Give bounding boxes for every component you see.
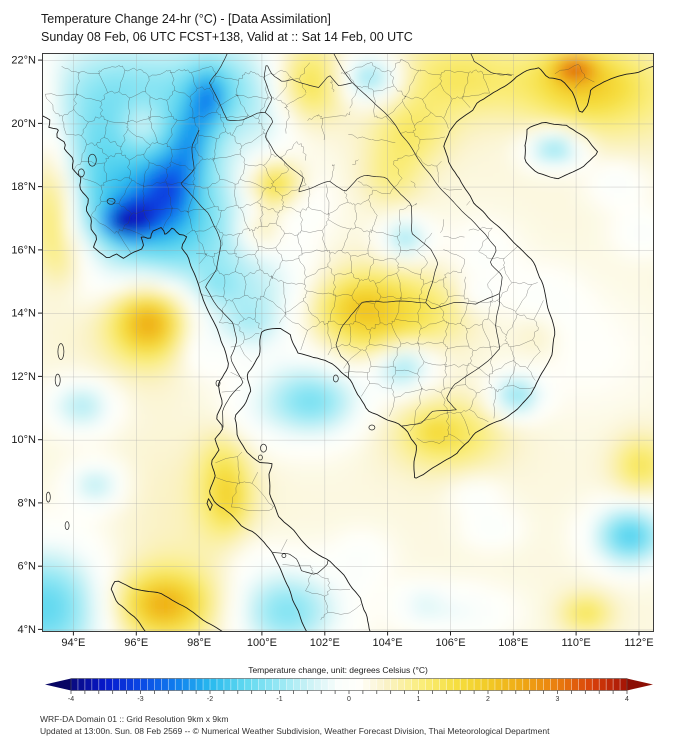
- svg-text:0: 0: [347, 696, 351, 703]
- svg-text:-3: -3: [137, 696, 143, 703]
- svg-text:22°N: 22°N: [11, 55, 36, 67]
- svg-text:6°N: 6°N: [18, 561, 37, 573]
- svg-text:10°N: 10°N: [11, 434, 36, 446]
- svg-text:106°E: 106°E: [435, 637, 465, 649]
- svg-text:94°E: 94°E: [61, 637, 85, 649]
- svg-text:-2: -2: [207, 696, 213, 703]
- svg-text:3: 3: [556, 696, 560, 703]
- svg-text:4°N: 4°N: [18, 624, 37, 636]
- svg-text:1: 1: [417, 696, 421, 703]
- svg-text:110°E: 110°E: [561, 637, 590, 649]
- svg-text:-4: -4: [68, 696, 74, 703]
- svg-text:112°E: 112°E: [624, 637, 653, 649]
- svg-text:104°E: 104°E: [373, 637, 403, 649]
- svg-text:4: 4: [625, 696, 629, 703]
- svg-text:100°E: 100°E: [247, 637, 277, 649]
- svg-text:2: 2: [486, 696, 490, 703]
- svg-text:96°E: 96°E: [124, 637, 148, 649]
- svg-text:98°E: 98°E: [187, 637, 211, 649]
- svg-text:14°N: 14°N: [11, 308, 36, 320]
- svg-text:102°E: 102°E: [310, 637, 340, 649]
- svg-text:20°N: 20°N: [11, 118, 36, 130]
- svg-text:12°N: 12°N: [11, 371, 36, 383]
- svg-text:108°E: 108°E: [498, 637, 528, 649]
- svg-text:-1: -1: [276, 696, 282, 703]
- svg-text:18°N: 18°N: [11, 181, 36, 193]
- svg-text:8°N: 8°N: [18, 497, 37, 509]
- svg-text:16°N: 16°N: [11, 244, 36, 256]
